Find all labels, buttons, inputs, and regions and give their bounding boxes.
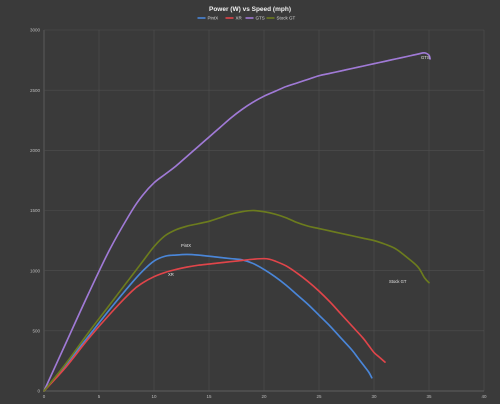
x-tick-label: 5 xyxy=(98,394,101,399)
x-axis-ticks: 0 5 10 15 20 25 30 35 40 xyxy=(43,394,487,399)
legend-label: GTS xyxy=(256,16,265,21)
series-line-stock-gt xyxy=(43,209,430,392)
series-layer xyxy=(43,52,431,392)
y-axis-ticks: 0 500 1000 1500 2000 2500 3000 xyxy=(30,28,41,394)
legend-label: Stock GT xyxy=(277,16,296,21)
series-label-gts: GTS xyxy=(421,55,430,60)
x-tick-label: 10 xyxy=(151,394,157,399)
series-label-pintx: PintX xyxy=(181,243,191,248)
y-tick-label: 0 xyxy=(37,389,40,394)
legend-label: PintX xyxy=(208,16,219,21)
x-tick-label: 15 xyxy=(206,394,212,399)
y-tick-label: 1000 xyxy=(30,268,41,273)
series-line-glow-pintx xyxy=(43,253,373,392)
y-tick-label: 500 xyxy=(32,328,40,333)
legend-item-pintx: PintX xyxy=(197,16,219,21)
x-tick-label: 35 xyxy=(426,394,432,399)
series-line-glow-gts xyxy=(43,52,431,392)
series-label-stock-gt: Stock GT xyxy=(389,279,407,284)
legend: PintX XR GTS Stock GT xyxy=(197,16,296,21)
y-tick-label: 2500 xyxy=(30,88,41,93)
series-line-gts xyxy=(43,52,431,392)
x-tick-label: 40 xyxy=(481,394,487,399)
chart-title: Power (W) vs Speed (mph) xyxy=(209,6,291,13)
legend-item-xr: XR xyxy=(225,16,243,21)
y-tick-label: 3000 xyxy=(30,28,41,33)
series-line-pintx xyxy=(43,253,373,392)
x-tick-label: 30 xyxy=(371,394,377,399)
legend-label: XR xyxy=(236,16,243,21)
x-tick-label: 0 xyxy=(43,394,46,399)
grid xyxy=(43,29,485,392)
series-line-glow-stock-gt xyxy=(43,209,430,392)
y-tick-label: 2000 xyxy=(30,148,41,153)
series-line-xr xyxy=(43,257,386,392)
series-labels: PintX XR GTS Stock GT xyxy=(168,55,430,284)
series-label-xr: XR xyxy=(168,272,174,277)
legend-item-stock-gt: Stock GT xyxy=(266,16,296,21)
legend-item-gts: GTS xyxy=(245,16,265,21)
x-tick-label: 25 xyxy=(316,394,322,399)
y-tick-label: 1500 xyxy=(30,208,41,213)
x-tick-label: 20 xyxy=(261,394,267,399)
